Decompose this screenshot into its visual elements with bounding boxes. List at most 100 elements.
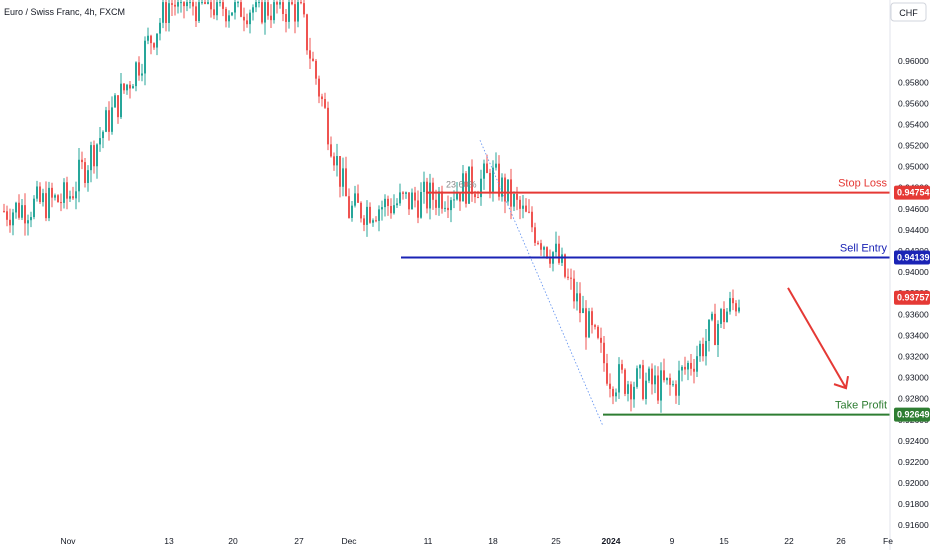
time-tick-label: Dec (341, 536, 357, 546)
take-profit-label: Take Profit (835, 400, 887, 412)
candle (426, 177, 428, 214)
candle (303, 0, 305, 18)
candle (411, 188, 413, 210)
candle (465, 170, 467, 208)
candle (60, 193, 62, 212)
candle (243, 7, 245, 32)
candle (249, 9, 251, 34)
candle (126, 83, 128, 95)
stop-loss-badge-bg (894, 185, 930, 200)
candle (321, 93, 323, 107)
candle (312, 51, 314, 62)
candle (618, 357, 620, 399)
time-tick-label: Fe (883, 536, 893, 546)
candle (381, 200, 383, 221)
candle (48, 181, 50, 222)
candle (522, 195, 524, 219)
candle (531, 206, 533, 233)
stop-loss-label: Stop Loss (838, 178, 887, 190)
candle (708, 319, 710, 352)
candle (285, 9, 287, 33)
candle (678, 360, 680, 406)
price-tick-label: 0.92200 (898, 457, 929, 467)
candle (555, 231, 557, 258)
fib-trendline (479, 140, 604, 427)
candle (591, 307, 593, 334)
candle (186, 0, 188, 12)
title-background (2, 4, 114, 18)
candle (129, 80, 131, 99)
candle (90, 141, 92, 183)
candle (450, 197, 452, 223)
candle (81, 151, 83, 170)
chart-title: Euro / Swiss Franc, 4h, FXCM (4, 7, 125, 17)
take-profit-badge-bg (894, 407, 930, 422)
candle (219, 0, 221, 7)
price-tick-label: 0.91600 (898, 520, 929, 530)
candle (468, 166, 470, 205)
candle (456, 182, 458, 201)
price-tick-label: 0.95400 (898, 119, 929, 129)
candle (276, 0, 278, 14)
currency-button[interactable]: CHF (890, 2, 927, 22)
candle (444, 201, 446, 212)
candle (324, 92, 326, 109)
candle (159, 18, 161, 41)
candle (498, 155, 500, 201)
candle (168, 0, 170, 32)
symbol-title[interactable]: Euro / Swiss Franc, 4h, FXCM (2, 4, 125, 18)
candle (240, 0, 242, 18)
candle (282, 0, 284, 22)
candle (639, 364, 641, 379)
candle (222, 0, 224, 17)
candle (492, 160, 494, 202)
candle (483, 159, 485, 190)
candle (351, 200, 353, 222)
time-tick-label: 15 (719, 536, 729, 546)
candle (429, 173, 431, 220)
fib-level-label: 23.60% (446, 180, 477, 190)
candle (540, 239, 542, 256)
candle (723, 301, 725, 329)
candle (108, 101, 110, 141)
candle (720, 307, 722, 328)
candle (162, 0, 164, 29)
candle (45, 181, 47, 222)
candle (519, 196, 521, 220)
candle (42, 188, 44, 207)
candle (378, 205, 380, 232)
candle (357, 184, 359, 203)
price-tick-label: 0.94600 (898, 204, 929, 214)
candle (120, 73, 122, 119)
candle (354, 185, 356, 208)
candle (195, 1, 197, 27)
sell-entry-badge-bg (894, 250, 930, 265)
candle (516, 186, 518, 211)
candle (699, 340, 701, 362)
candle (198, 0, 200, 23)
candle (711, 311, 713, 322)
currency-button-border (890, 2, 927, 22)
candle (225, 6, 227, 28)
candle (654, 365, 656, 394)
candle (471, 159, 473, 202)
current-price-badge-bg (894, 290, 930, 305)
candle (603, 336, 605, 372)
candle (408, 192, 410, 216)
candle (558, 235, 560, 265)
candle (288, 0, 290, 29)
candle (651, 363, 653, 395)
time-axis[interactable]: Nov 13 20 27 Dec 11 18 25 2024 9 15 22 26 Fe (60, 536, 893, 546)
price-tick-label: 0.95800 (898, 77, 929, 87)
candle (99, 127, 101, 152)
candle (402, 191, 404, 200)
price-tick-label: 0.94000 (898, 267, 929, 277)
candle (39, 182, 41, 205)
candle (675, 380, 677, 404)
candle (693, 358, 695, 384)
candle (405, 191, 407, 199)
candle (183, 1, 185, 19)
candle (534, 222, 536, 247)
